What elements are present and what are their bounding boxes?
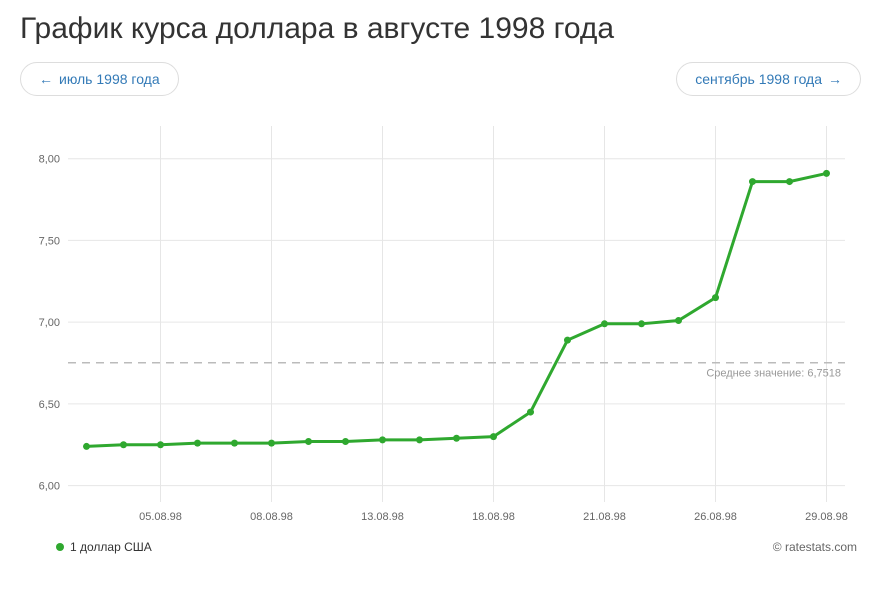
legend-dot-icon bbox=[56, 543, 64, 551]
svg-text:6,00: 6,00 bbox=[39, 481, 60, 493]
svg-text:18.08.98: 18.08.98 bbox=[472, 511, 515, 523]
next-month-label: сентябрь 1998 года bbox=[695, 71, 822, 87]
attribution: © ratestats.com bbox=[773, 540, 857, 554]
svg-text:13.08.98: 13.08.98 bbox=[361, 511, 404, 523]
svg-text:8,00: 8,00 bbox=[39, 154, 60, 166]
svg-text:7,50: 7,50 bbox=[39, 235, 60, 247]
page-title: График курса доллара в августе 1998 года bbox=[0, 0, 881, 62]
arrow-right-icon: → bbox=[828, 71, 842, 87]
chart-container: 6,00 6,50 7,00 7,50 8,00 05.08.98 08.08.98 13.0… bbox=[20, 114, 861, 534]
svg-text:26.08.98: 26.08.98 bbox=[694, 511, 737, 523]
prev-month-label: июль 1998 года bbox=[59, 71, 160, 87]
svg-text:29.08.98: 29.08.98 bbox=[805, 511, 848, 523]
svg-text:21.08.98: 21.08.98 bbox=[583, 511, 626, 523]
legend-row: 1 доллар США © ratestats.com bbox=[0, 534, 881, 554]
svg-text:Среднее значение: 6,7518: Среднее значение: 6,7518 bbox=[706, 368, 841, 380]
legend-series: 1 доллар США bbox=[56, 540, 152, 554]
line-chart: 6,00 6,50 7,00 7,50 8,00 05.08.98 08.08.98 13.0… bbox=[20, 114, 861, 534]
svg-text:05.08.98: 05.08.98 bbox=[139, 511, 182, 523]
arrow-left-icon: ← bbox=[39, 71, 53, 87]
nav-row: ← июль 1998 года сентябрь 1998 года → bbox=[0, 62, 881, 114]
prev-month-button[interactable]: ← июль 1998 года bbox=[20, 62, 179, 96]
next-month-button[interactable]: сентябрь 1998 года → bbox=[676, 62, 861, 96]
svg-text:08.08.98: 08.08.98 bbox=[250, 511, 293, 523]
svg-text:6,50: 6,50 bbox=[39, 399, 60, 411]
legend-series-label: 1 доллар США bbox=[70, 540, 152, 554]
svg-text:7,00: 7,00 bbox=[39, 317, 60, 329]
